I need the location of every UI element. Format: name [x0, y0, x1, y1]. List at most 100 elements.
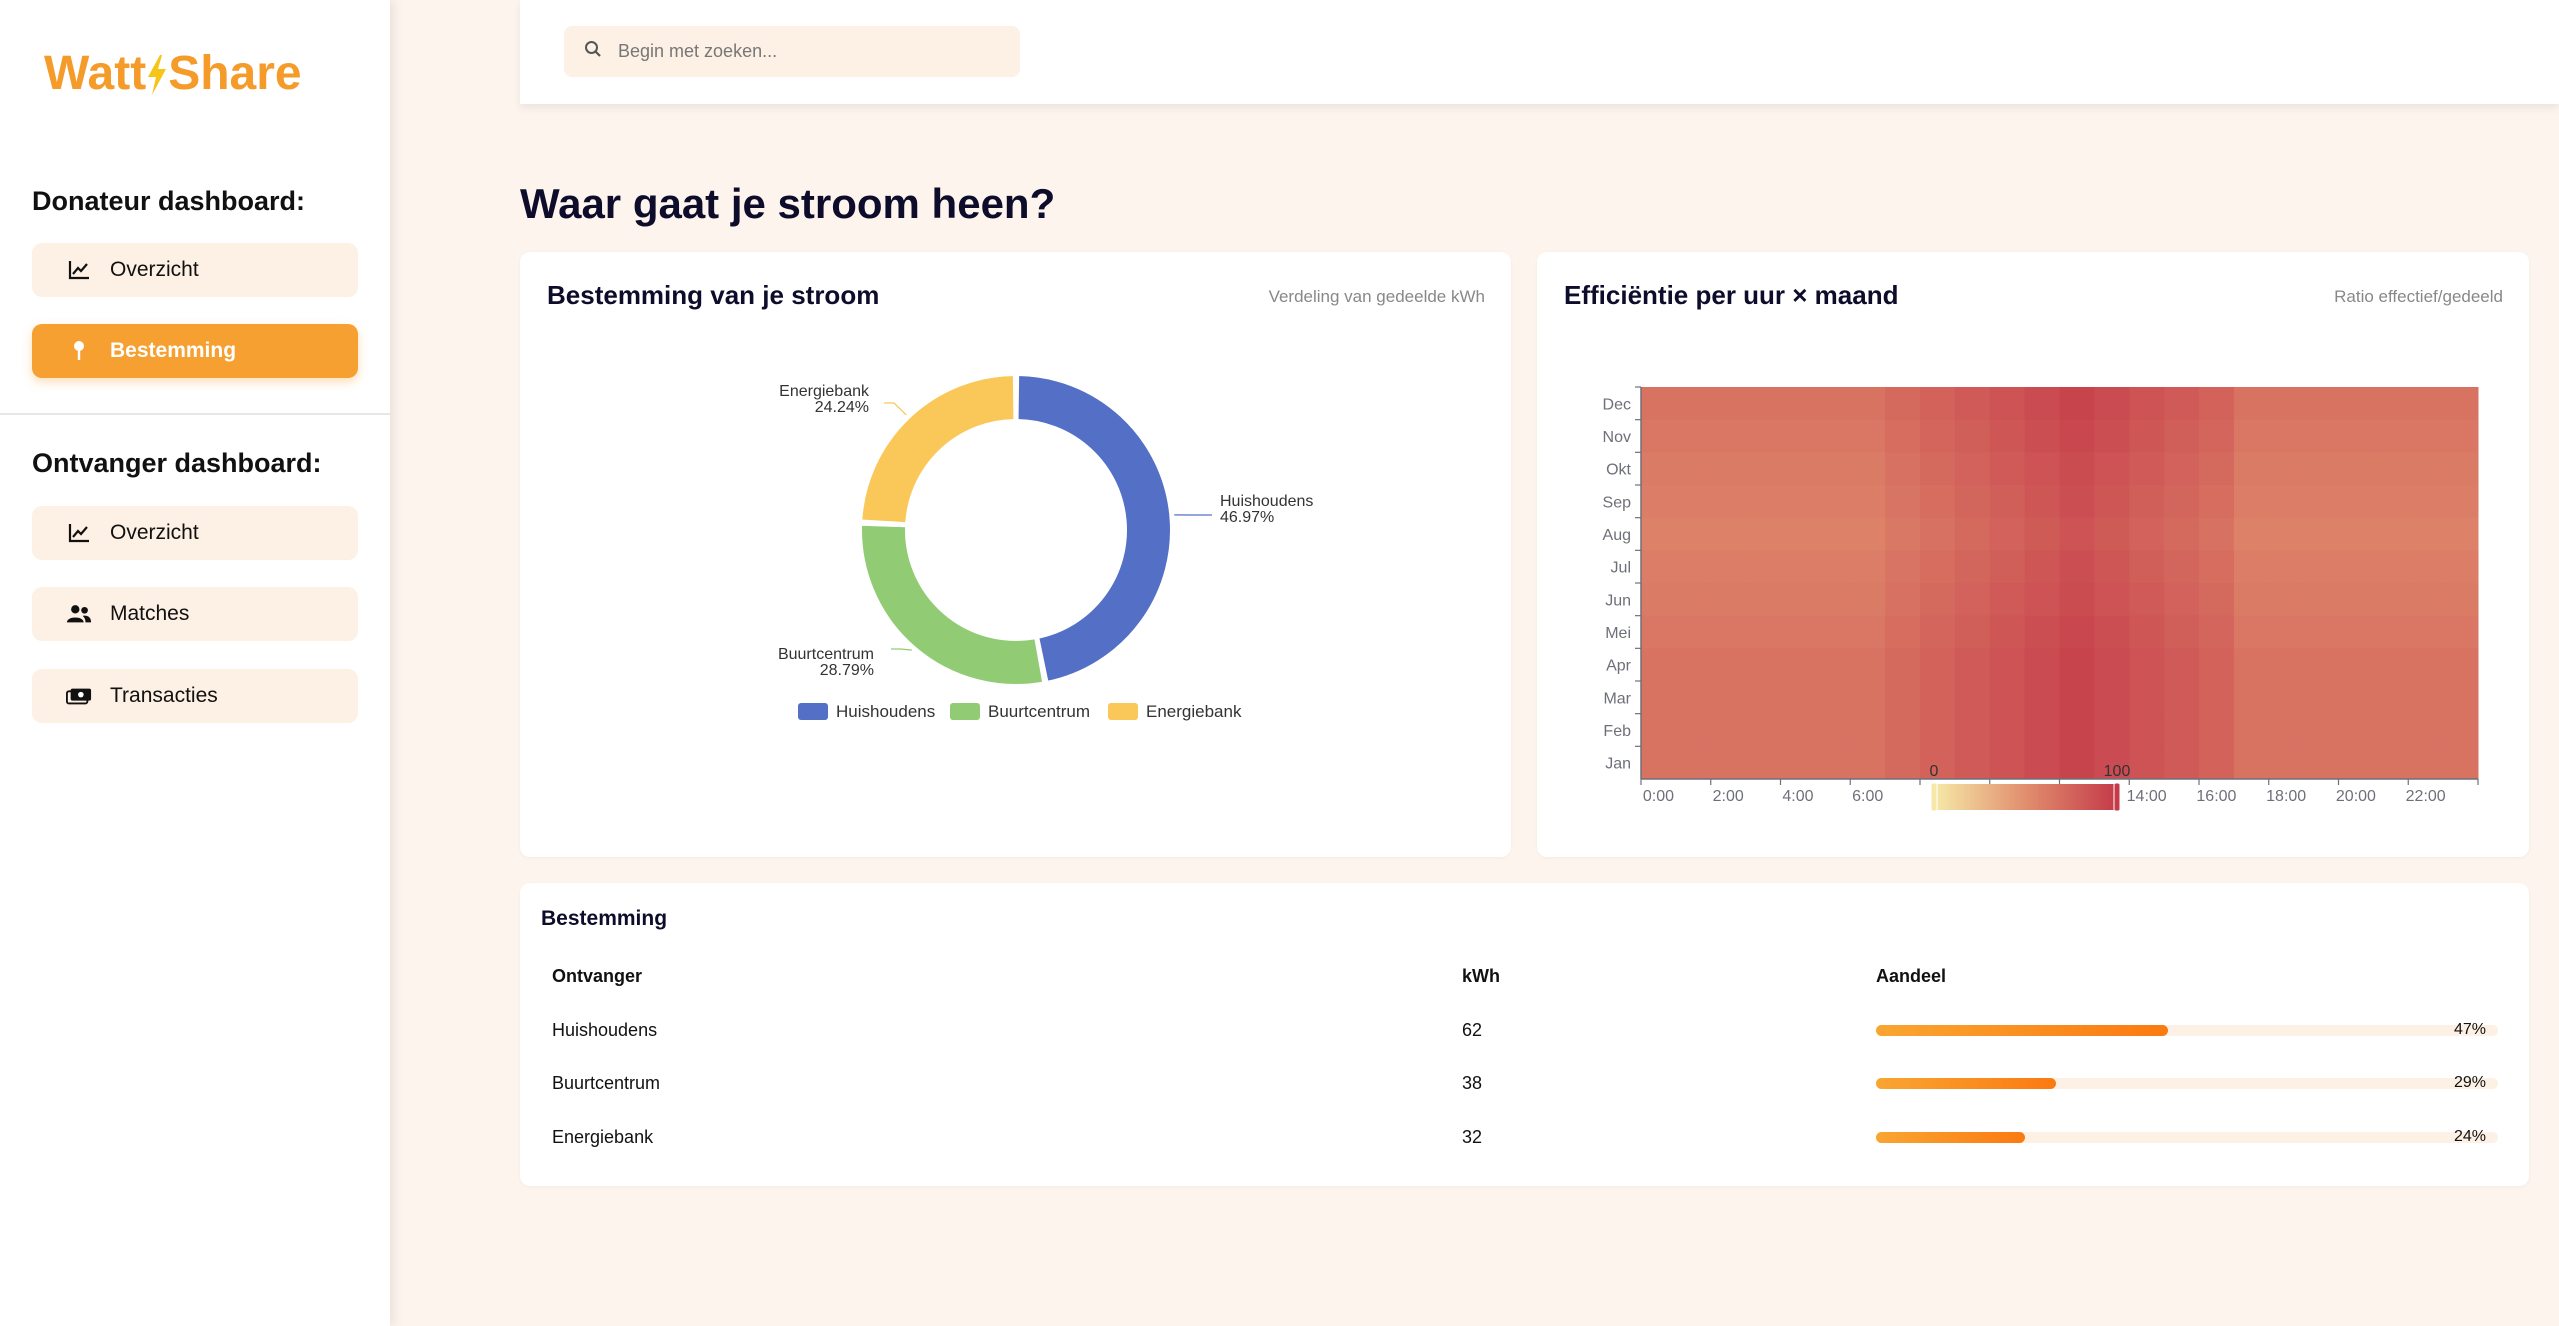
heatmap-cell[interactable] — [1641, 550, 1677, 584]
heatmap-cell[interactable] — [1745, 419, 1781, 453]
heatmap-cell[interactable] — [2164, 746, 2200, 780]
heatmap-cell[interactable] — [2129, 713, 2165, 747]
heatmap-cell[interactable] — [2303, 681, 2339, 715]
heatmap-cell[interactable] — [1920, 615, 1956, 649]
heatmap-cell[interactable] — [2059, 648, 2095, 682]
heatmap-cell[interactable] — [2373, 387, 2409, 421]
heatmap-cell[interactable] — [1815, 517, 1851, 551]
heatmap-cell[interactable] — [1989, 419, 2026, 453]
heatmap-cell[interactable] — [2303, 648, 2339, 682]
heatmap-cell[interactable] — [2059, 681, 2095, 715]
heatmap-cell[interactable] — [2338, 452, 2374, 486]
heatmap-cell[interactable] — [1920, 517, 1956, 551]
heatmap-cell[interactable] — [2373, 550, 2409, 584]
heatmap-cell[interactable] — [2233, 387, 2270, 421]
heatmap-cell[interactable] — [1885, 550, 1921, 584]
heatmap-cell[interactable] — [2129, 746, 2165, 780]
heatmap-cell[interactable] — [2373, 583, 2409, 617]
heatmap-cell[interactable] — [2443, 713, 2479, 747]
heatmap-cell[interactable] — [1954, 485, 1991, 519]
heatmap-cell[interactable] — [2303, 485, 2339, 519]
heatmap-cell[interactable] — [2338, 713, 2374, 747]
heatmap-cell[interactable] — [1954, 387, 1991, 421]
heatmap-cell[interactable] — [2268, 681, 2305, 715]
heatmap-cell[interactable] — [1641, 583, 1677, 617]
heatmap-cell[interactable] — [2408, 746, 2444, 780]
heatmap-cell[interactable] — [1815, 681, 1851, 715]
heatmap-cell[interactable] — [2233, 746, 2270, 780]
heatmap-cell[interactable] — [1710, 746, 1747, 780]
heatmap-cell[interactable] — [2268, 648, 2305, 682]
visual-map-handle-min[interactable] — [1930, 782, 1938, 812]
heatmap-cell[interactable] — [2303, 583, 2339, 617]
heatmap-cell[interactable] — [2129, 452, 2165, 486]
heatmap-cell[interactable] — [1850, 681, 1886, 715]
heatmap-cell[interactable] — [2164, 615, 2200, 649]
heatmap-cell[interactable] — [1885, 485, 1921, 519]
heatmap-cell[interactable] — [2408, 517, 2444, 551]
heatmap-cell[interactable] — [1675, 615, 1712, 649]
sidebar-item-donor-bestemming[interactable]: Bestemming — [32, 324, 358, 378]
heatmap-cell[interactable] — [2059, 583, 2095, 617]
search-input[interactable] — [616, 40, 1000, 63]
heatmap-cell[interactable] — [1641, 387, 1677, 421]
heatmap-cell[interactable] — [2408, 713, 2444, 747]
heatmap-cell[interactable] — [2059, 387, 2095, 421]
heatmap-cell[interactable] — [1675, 713, 1712, 747]
heatmap-cell[interactable] — [2164, 387, 2200, 421]
heatmap-cell[interactable] — [1920, 583, 1956, 617]
heatmap-cell[interactable] — [1675, 550, 1712, 584]
heatmap-cell[interactable] — [2443, 550, 2479, 584]
heatmap-cell[interactable] — [2199, 517, 2235, 551]
heatmap-cell[interactable] — [2094, 615, 2130, 649]
heatmap-cell[interactable] — [2164, 681, 2200, 715]
heatmap-cell[interactable] — [1920, 746, 1956, 780]
heatmap-cell[interactable] — [2303, 615, 2339, 649]
heatmap-cell[interactable] — [1920, 387, 1956, 421]
heatmap-cell[interactable] — [1710, 452, 1747, 486]
heatmap-cell[interactable] — [2338, 615, 2374, 649]
heatmap-cell[interactable] — [1920, 550, 1956, 584]
heatmap-cell[interactable] — [1850, 419, 1886, 453]
heatmap-cell[interactable] — [1745, 746, 1781, 780]
heatmap-cell[interactable] — [1780, 713, 1816, 747]
heatmap-cell[interactable] — [1885, 681, 1921, 715]
heatmap-cell[interactable] — [2059, 746, 2095, 780]
heatmap-cell[interactable] — [1710, 419, 1747, 453]
heatmap-cell[interactable] — [2199, 452, 2235, 486]
heatmap-cell[interactable] — [2059, 713, 2095, 747]
heatmap-cell[interactable] — [1641, 681, 1677, 715]
heatmap-cell[interactable] — [1989, 583, 2026, 617]
heatmap-cell[interactable] — [2268, 615, 2305, 649]
heatmap-cell[interactable] — [2443, 746, 2479, 780]
heatmap-cell[interactable] — [2373, 517, 2409, 551]
heatmap-cell[interactable] — [1954, 452, 1991, 486]
heatmap-cell[interactable] — [1745, 681, 1781, 715]
heatmap-cell[interactable] — [2094, 419, 2130, 453]
heatmap-cell[interactable] — [2303, 746, 2339, 780]
heatmap-cell[interactable] — [2443, 681, 2479, 715]
heatmap-cell[interactable] — [1780, 452, 1816, 486]
heatmap-cell[interactable] — [2094, 648, 2130, 682]
heatmap-cell[interactable] — [2338, 387, 2374, 421]
heatmap-cell[interactable] — [1815, 485, 1851, 519]
heatmap-cell[interactable] — [2199, 583, 2235, 617]
heatmap-cell[interactable] — [1989, 517, 2026, 551]
heatmap-cell[interactable] — [1920, 648, 1956, 682]
heatmap-cell[interactable] — [2268, 452, 2305, 486]
heatmap-cell[interactable] — [1675, 452, 1712, 486]
heatmap-cell[interactable] — [1745, 517, 1781, 551]
heatmap-cell[interactable] — [1954, 648, 1991, 682]
heatmap-cell[interactable] — [1745, 550, 1781, 584]
heatmap-cell[interactable] — [2129, 550, 2165, 584]
heatmap-cell[interactable] — [1710, 648, 1747, 682]
heatmap-cell[interactable] — [2443, 583, 2479, 617]
heatmap-cell[interactable] — [1710, 583, 1747, 617]
heatmap-cell[interactable] — [1710, 550, 1747, 584]
heatmap-cell[interactable] — [2268, 419, 2305, 453]
heatmap-cell[interactable] — [2094, 485, 2130, 519]
heatmap-cell[interactable] — [1675, 517, 1712, 551]
heatmap-cell[interactable] — [1745, 615, 1781, 649]
heatmap-cell[interactable] — [1745, 452, 1781, 486]
heatmap-cell[interactable] — [1815, 387, 1851, 421]
